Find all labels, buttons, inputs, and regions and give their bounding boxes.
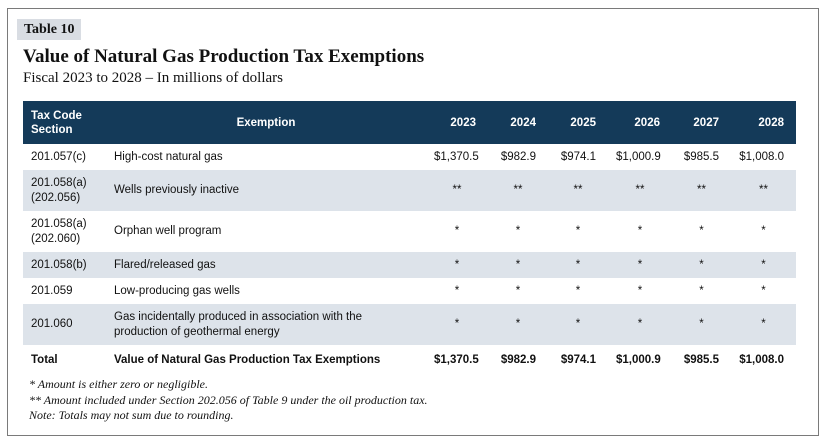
exemption-cell: Low-producing gas wells — [114, 284, 240, 297]
exemption-cell: Orphan well program — [114, 225, 222, 237]
total-row: Total Value of Natural Gas Production Ta… — [23, 345, 796, 375]
value-cell: * — [515, 318, 521, 330]
table-subtitle: Fiscal 2023 to 2028 – In millions of dol… — [23, 70, 283, 86]
header-year: 2027 — [693, 116, 719, 129]
value-cell: * — [575, 258, 581, 271]
value-cell: $1,008.0 — [739, 150, 784, 163]
value-cell: * — [515, 284, 521, 297]
exemption-cell: Flared/released gas — [114, 258, 216, 271]
value-cell: ** — [513, 184, 523, 196]
value-cell: * — [637, 225, 643, 237]
value-cell: * — [515, 225, 521, 237]
value-cell: ** — [573, 184, 583, 196]
header-row: Tax Code Section Exemption 2023 2024 202… — [23, 101, 796, 144]
value-cell: * — [761, 318, 766, 330]
value-cell: ** — [635, 184, 645, 196]
value-cell: ** — [452, 184, 462, 196]
value-cell: * — [454, 258, 460, 271]
footnotes: * Amount is either zero or negligible. *… — [29, 377, 428, 424]
value-cell: * — [761, 258, 766, 271]
table-row: 201.058(b) Flared/released gas * * * * *… — [23, 252, 796, 278]
tax-code-cell: 201.058(b) — [31, 258, 87, 271]
tax-code-cell: 201.057(c) — [31, 150, 86, 163]
table-number-tag: Table 10 — [17, 19, 82, 40]
footnote: ** Amount included under Section 202.056… — [29, 392, 428, 407]
exemption-cell: Gas incidentally produced in association… — [114, 310, 363, 338]
value-cell: * — [575, 284, 581, 297]
table-frame — [7, 8, 819, 436]
header-tax-code-section: Tax Code Section — [31, 109, 82, 136]
value-cell: $985.5 — [683, 150, 719, 163]
exemption-cell: High-cost natural gas — [114, 150, 223, 163]
value-cell: * — [454, 225, 460, 237]
total-value-cell: $1,000.9 — [616, 353, 661, 366]
value-cell: * — [761, 225, 766, 237]
header-year: 2025 — [570, 116, 596, 129]
exemptions-table: Tax Code Section Exemption 2023 2024 202… — [23, 101, 796, 375]
value-cell: * — [637, 258, 643, 271]
header-year: 2024 — [510, 116, 536, 129]
header-year: 2028 — [758, 116, 784, 129]
table-row: 201.058(a) (202.060) Orphan well program… — [23, 211, 796, 252]
tax-code-cell: 201.058(a) (202.056) — [31, 176, 87, 204]
value-cell: * — [575, 225, 581, 237]
value-cell: ** — [697, 184, 706, 196]
table-title: Value of Natural Gas Production Tax Exem… — [23, 46, 425, 67]
value-cell: $1,370.5 — [434, 150, 479, 163]
total-value-cell: $985.5 — [683, 353, 719, 366]
value-cell: * — [699, 258, 704, 271]
table-row: 201.057(c) High-cost natural gas $1,370.… — [23, 144, 796, 170]
total-value-cell: $1,008.0 — [739, 353, 784, 366]
total-value-cell: $982.9 — [500, 353, 536, 366]
table-row: 201.059 Low-producing gas wells * * * * … — [23, 278, 796, 304]
footnote: * Amount is either zero or negligible. — [29, 377, 208, 391]
tax-code-cell: 201.060 — [31, 318, 73, 330]
total-label: Total — [31, 353, 58, 366]
value-cell: * — [699, 318, 704, 330]
table-row: 201.060 Gas incidentally produced in ass… — [23, 304, 796, 345]
value-cell: * — [454, 318, 460, 330]
header-year: 2023 — [450, 116, 476, 129]
value-cell: * — [699, 225, 704, 237]
value-cell: * — [699, 284, 704, 297]
header-exemption: Exemption — [236, 116, 296, 129]
total-value-cell: $974.1 — [560, 353, 596, 366]
value-cell: * — [637, 318, 643, 330]
value-cell: $974.1 — [560, 150, 596, 163]
value-cell: * — [454, 284, 460, 297]
table-row: 201.058(a) (202.056) Wells previously in… — [23, 170, 796, 211]
footnote: Note: Totals may not sum due to rounding… — [29, 408, 234, 422]
value-cell: * — [515, 258, 521, 271]
tax-code-cell: 201.058(a) (202.060) — [31, 217, 87, 245]
value-cell: * — [761, 284, 766, 297]
header-year: 2026 — [634, 116, 660, 129]
tax-code-cell: 201.059 — [31, 284, 73, 297]
total-exemption-label: Value of Natural Gas Production Tax Exem… — [114, 353, 381, 366]
value-cell: ** — [759, 184, 768, 196]
value-cell: * — [575, 318, 581, 330]
value-cell: * — [637, 284, 643, 297]
exemption-cell: Wells previously inactive — [114, 184, 240, 196]
value-cell: $982.9 — [500, 150, 536, 163]
total-value-cell: $1,370.5 — [434, 353, 479, 366]
value-cell: $1,000.9 — [616, 150, 661, 163]
